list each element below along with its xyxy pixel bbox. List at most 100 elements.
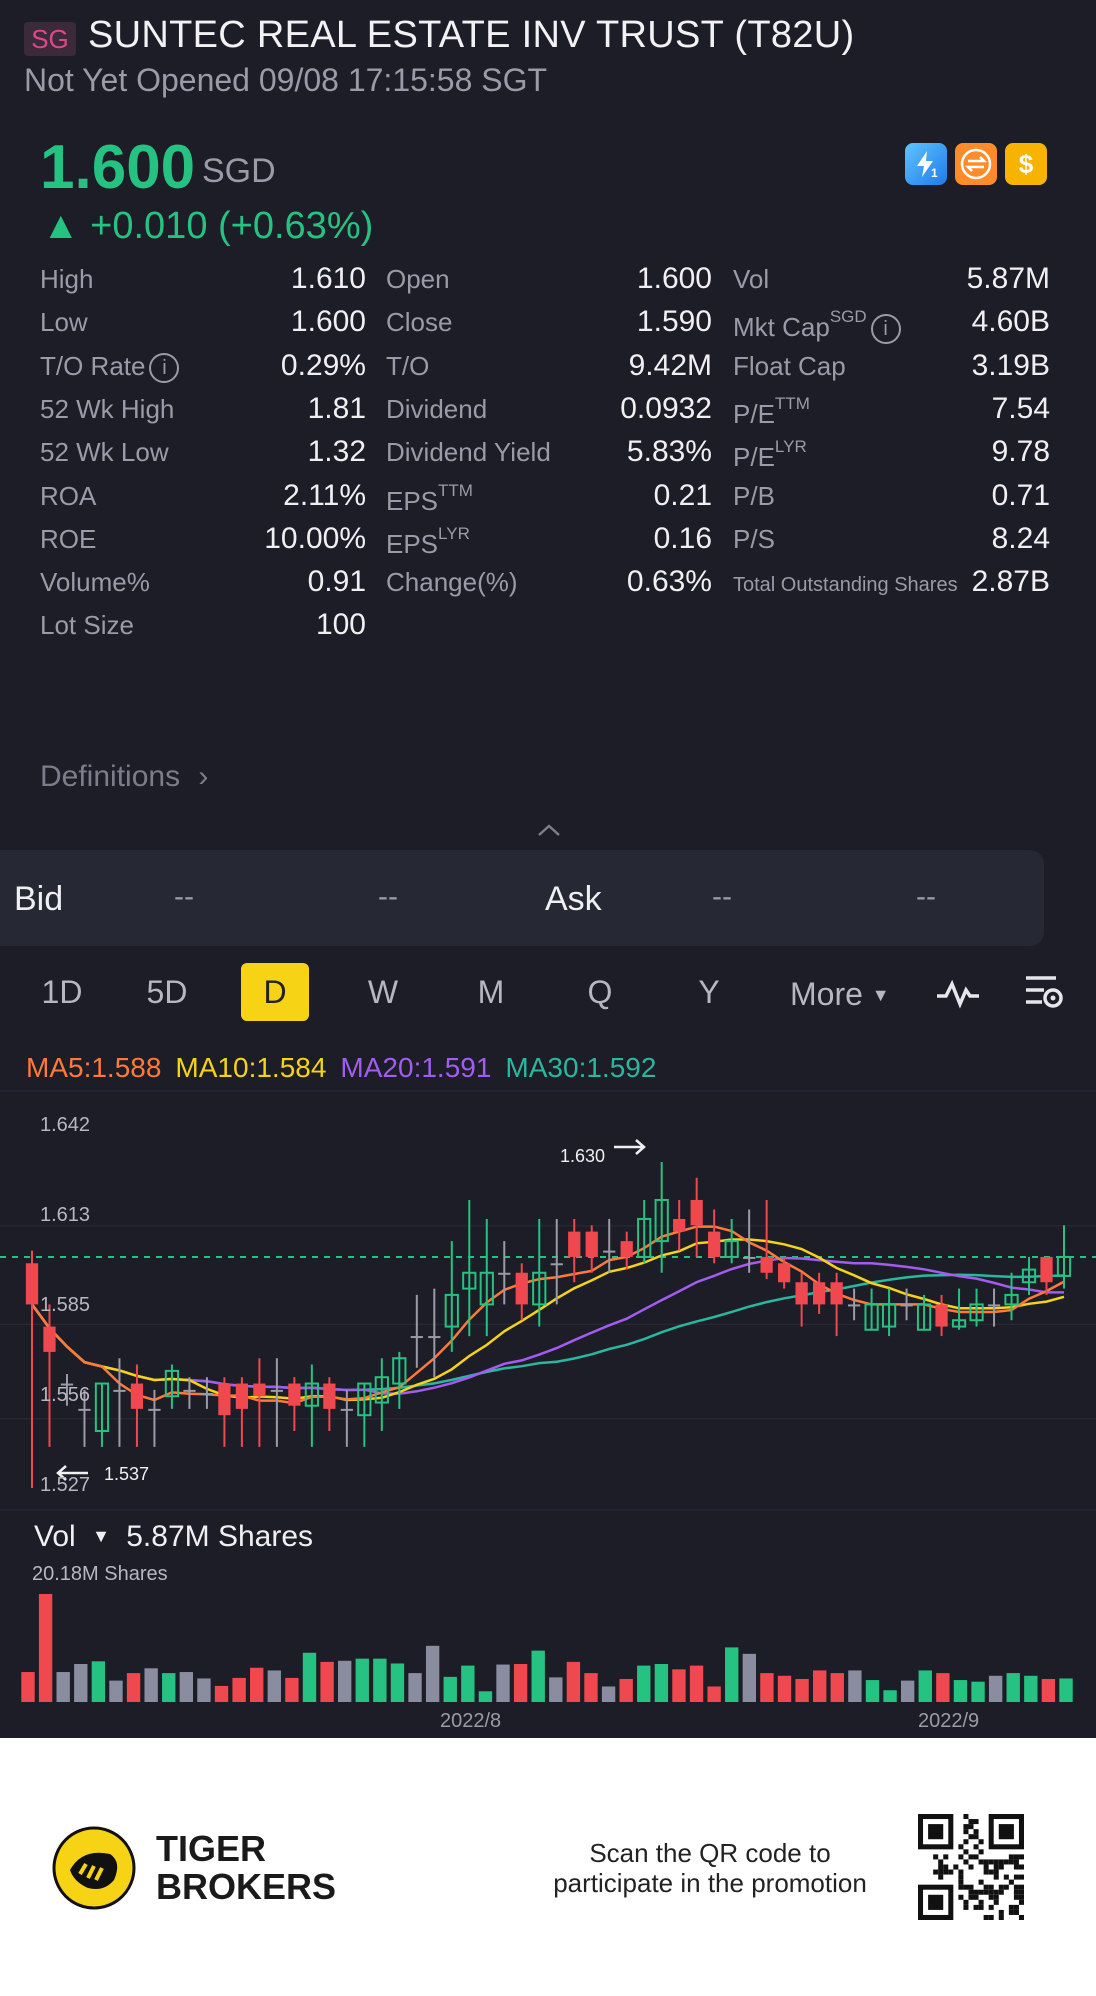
qr-module bbox=[1008, 1904, 1014, 1910]
price-change: ▲ +0.010 (+0.63%) bbox=[42, 205, 374, 247]
more-dropdown[interactable]: More ▼ bbox=[790, 976, 890, 1013]
candle-body bbox=[270, 1389, 284, 1392]
qr-module bbox=[973, 1829, 979, 1835]
qr-module bbox=[993, 1859, 999, 1865]
stat-value: 5.87M bbox=[966, 262, 1050, 295]
stat-value: 1.81 bbox=[307, 391, 366, 425]
qr-module bbox=[938, 1859, 944, 1865]
qr-module bbox=[1018, 1889, 1024, 1895]
volume-bar bbox=[760, 1673, 774, 1702]
stat-label-text: Low bbox=[40, 307, 88, 338]
candle-body bbox=[724, 1240, 739, 1258]
volume-bar bbox=[742, 1653, 757, 1702]
candle-body bbox=[1004, 1293, 1019, 1306]
volume-header[interactable]: Vol ▼ 5.87M Shares bbox=[34, 1520, 313, 1554]
chart-settings-icon[interactable] bbox=[1022, 972, 1066, 1012]
swap-icon[interactable] bbox=[955, 143, 997, 185]
qr-module bbox=[973, 1819, 979, 1825]
volume-canvas bbox=[21, 1594, 1073, 1702]
candle-body bbox=[444, 1293, 459, 1328]
candle-body bbox=[94, 1382, 110, 1433]
chevron-up-icon[interactable] bbox=[534, 820, 564, 840]
stat-label-text: Mkt Cap bbox=[733, 312, 830, 343]
qr-module bbox=[1013, 1874, 1019, 1880]
candle-body bbox=[743, 1256, 756, 1259]
y-tick: 1.556 bbox=[40, 1384, 91, 1406]
tab-y[interactable]: Y bbox=[698, 974, 720, 1010]
candle-body bbox=[60, 1383, 74, 1386]
definitions-link[interactable]: Definitions › bbox=[40, 760, 208, 794]
qr-module bbox=[973, 1894, 979, 1900]
stat-label-text: T/O Rate bbox=[40, 350, 146, 381]
info-icon[interactable]: i bbox=[149, 352, 180, 383]
tab-d[interactable]: D bbox=[241, 963, 309, 1021]
volume-bar bbox=[531, 1650, 545, 1702]
ma-label: MA30:1.592 bbox=[505, 1052, 657, 1083]
qr-module bbox=[963, 1859, 969, 1865]
tab-q[interactable]: Q bbox=[587, 974, 613, 1010]
qr-module bbox=[1008, 1859, 1014, 1865]
volume-bar bbox=[654, 1664, 669, 1702]
stat-label: Dividend bbox=[386, 394, 487, 425]
candle-body bbox=[392, 1357, 407, 1385]
tab-w[interactable]: W bbox=[367, 974, 399, 1010]
volume-bar bbox=[830, 1673, 844, 1702]
qr-module bbox=[958, 1869, 964, 1875]
qr-module bbox=[993, 1894, 999, 1900]
stat-label: ROA bbox=[40, 481, 96, 512]
qr-module bbox=[993, 1869, 999, 1875]
definitions-label: Definitions bbox=[40, 760, 181, 793]
stat-value: 0.29% bbox=[280, 348, 366, 382]
stat-value: 0.16 bbox=[653, 521, 712, 555]
candle-body bbox=[164, 1369, 180, 1398]
qr-module bbox=[983, 1869, 989, 1875]
volume-bar bbox=[461, 1665, 475, 1702]
lightning-1-icon[interactable]: 1 bbox=[905, 143, 947, 185]
tab-m[interactable]: M bbox=[477, 974, 505, 1010]
qr-module bbox=[993, 1889, 999, 1895]
volume-bar bbox=[865, 1680, 880, 1702]
volume-bar bbox=[373, 1658, 387, 1702]
y-tick: 1.642 bbox=[40, 1114, 91, 1136]
candle-body bbox=[130, 1383, 144, 1409]
last-price: 1.600 bbox=[40, 133, 196, 202]
dollar-icon[interactable]: $ bbox=[1005, 143, 1047, 185]
ma-line bbox=[30, 1273, 1065, 1392]
indicator-icon[interactable] bbox=[934, 976, 982, 1010]
volume-bar bbox=[320, 1661, 334, 1702]
qr-module bbox=[943, 1864, 949, 1870]
qr-module bbox=[1008, 1909, 1014, 1915]
qr-module bbox=[998, 1859, 1004, 1865]
qr-module bbox=[958, 1879, 964, 1885]
stat-label-text: Vol bbox=[733, 264, 770, 294]
info-icon[interactable]: i bbox=[870, 314, 901, 345]
qr-module bbox=[968, 1854, 974, 1860]
candle-body bbox=[288, 1383, 301, 1406]
candle-body bbox=[778, 1263, 791, 1283]
candle-body bbox=[847, 1304, 861, 1307]
qr-module bbox=[998, 1914, 1004, 1920]
volume-chart[interactable] bbox=[0, 1580, 1096, 1705]
stat-value: 0.63% bbox=[626, 565, 712, 599]
y-tick: 1.585 bbox=[40, 1294, 91, 1316]
stat-label-text: ROA bbox=[40, 480, 97, 511]
qr-module bbox=[998, 1889, 1004, 1895]
volume-bar bbox=[91, 1661, 106, 1702]
candle-body bbox=[550, 1263, 563, 1266]
candle-body bbox=[620, 1241, 633, 1257]
volume-bar bbox=[425, 1645, 440, 1702]
chart-canvas[interactable] bbox=[0, 1090, 1096, 1560]
qr-module bbox=[978, 1904, 984, 1910]
qr-module bbox=[1013, 1859, 1019, 1865]
candlestick-chart[interactable]: 1.642 1.613 1.585 1.556 1.527 1.630 1.53… bbox=[0, 1090, 1096, 1560]
tab-5d[interactable]: 5D bbox=[146, 974, 188, 1010]
volume-bar bbox=[144, 1668, 158, 1702]
stat-value: 0.91 bbox=[307, 565, 366, 599]
stat-label-text: Volume% bbox=[40, 567, 150, 598]
candle-body bbox=[900, 1304, 913, 1307]
qr-module bbox=[1013, 1889, 1019, 1895]
tab-1d[interactable]: 1D bbox=[41, 974, 83, 1010]
qr-code[interactable] bbox=[918, 1814, 1024, 1920]
qr-module bbox=[973, 1834, 979, 1840]
brand-name: TIGER BROKERS bbox=[156, 1828, 337, 1907]
